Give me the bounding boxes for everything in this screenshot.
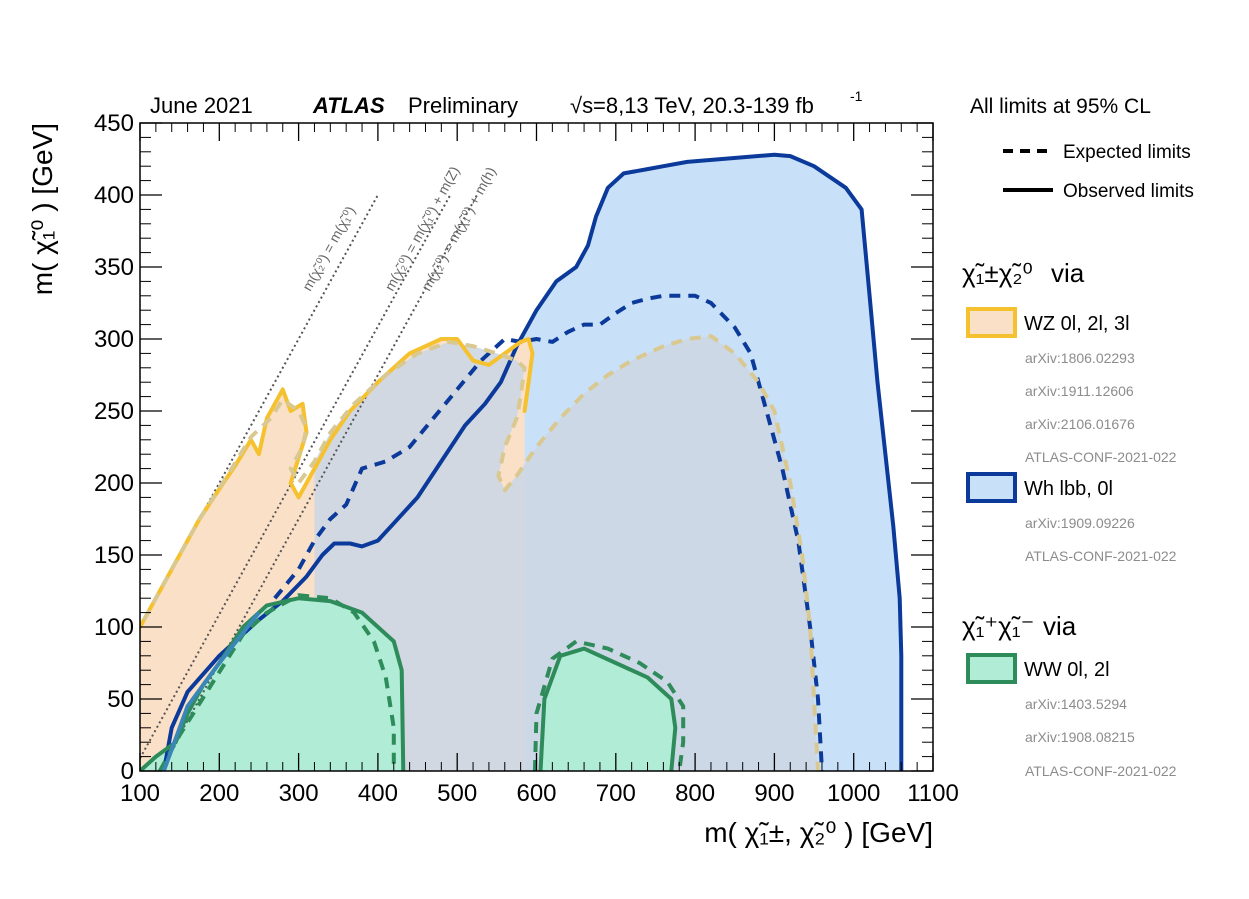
legend-wh-ref: arXiv:1909.09226 bbox=[1025, 515, 1135, 531]
y-tick-label: 250 bbox=[94, 398, 134, 425]
legend-wh-swatch bbox=[966, 472, 1017, 503]
ww-expected-contour bbox=[532, 639, 686, 771]
legend-wz-ref: arXiv:1806.02293 bbox=[1025, 350, 1135, 366]
ww-observed-contour bbox=[538, 646, 678, 771]
y-tick-label: 0 bbox=[121, 758, 134, 785]
x-tick-label: 800 bbox=[675, 780, 715, 807]
legend-observed-label: Observed limits bbox=[1063, 181, 1194, 202]
legend-wz-label: WZ 0l, 2l, 3l bbox=[1024, 313, 1130, 335]
legend-wh-ref: ATLAS-CONF-2021-022 bbox=[1025, 548, 1177, 564]
x-tick-label: 1100 bbox=[907, 780, 959, 807]
overlap-fill bbox=[314, 336, 818, 771]
wh-observed-contour bbox=[161, 152, 904, 771]
header-status: Preliminary bbox=[408, 93, 518, 118]
legend-ww-swatch bbox=[966, 653, 1017, 684]
x-tick-label: 500 bbox=[437, 780, 477, 807]
y-tick-label: 200 bbox=[94, 470, 134, 497]
legend-wz-ref: arXiv:1911.12606 bbox=[1025, 383, 1134, 399]
legend-ww-ref: arXiv:1403.5294 bbox=[1025, 696, 1127, 712]
legend-wz-ref: arXiv:2106.01676 bbox=[1025, 416, 1135, 432]
legend-wh-label: Wh lbb, 0l bbox=[1024, 478, 1113, 500]
legend-group-c1n2-via: via bbox=[1051, 258, 1085, 288]
legend-expected-label: Expected limits bbox=[1063, 142, 1191, 163]
wh-low-edge bbox=[161, 611, 261, 771]
legend-group-c1c1-via: via bbox=[1043, 611, 1077, 641]
y-tick-label: 300 bbox=[94, 326, 134, 353]
exclusion-fills bbox=[140, 154, 902, 771]
y-tick-label: 150 bbox=[94, 542, 134, 569]
ww-expected-contour bbox=[158, 593, 396, 771]
x-tick-label: 600 bbox=[516, 780, 556, 807]
x-tick-label: 1000 bbox=[827, 780, 880, 807]
header-energy-lumi: =8,13 TeV, 20.3-139 fb bbox=[593, 93, 814, 118]
x-tick-label: 700 bbox=[596, 780, 636, 807]
x-tick-label: 100 bbox=[120, 780, 160, 807]
header-lumi-exponent: -1 bbox=[850, 88, 863, 104]
y-tick-label: 100 bbox=[94, 614, 134, 641]
legend: All limits at 95% CL Expected limits Obs… bbox=[962, 95, 1194, 779]
y-tick-label: 450 bbox=[94, 110, 134, 137]
ww-island-fill bbox=[540, 648, 676, 771]
wz-expected-contour bbox=[142, 334, 820, 771]
ww-exclusion-fill bbox=[140, 598, 404, 771]
wh-expected-contour bbox=[273, 293, 824, 771]
legend-ww-label: WW 0l, 2l bbox=[1024, 659, 1110, 681]
header-date: June 2021 bbox=[150, 93, 253, 118]
y-axis-label: m( χ̃₁⁰ ) [GeV] bbox=[27, 123, 58, 295]
diagonal-line bbox=[140, 194, 379, 628]
legend-cl-note: All limits at 95% CL bbox=[970, 95, 1151, 118]
legend-wz-ref: ATLAS-CONF-2021-022 bbox=[1025, 449, 1177, 465]
header-sqrt-s: √s bbox=[570, 93, 593, 118]
y-tick-label: 50 bbox=[107, 686, 134, 713]
y-tick-label: 400 bbox=[94, 182, 134, 209]
header-experiment: ATLAS bbox=[312, 93, 385, 118]
exclusion-contours bbox=[140, 152, 904, 771]
axes: 100 200 300 400 500 600 700 800 900 1000 1100 0 50 10… bbox=[94, 110, 959, 807]
x-tick-label: 400 bbox=[358, 780, 398, 807]
x-tick-label: 900 bbox=[754, 780, 794, 807]
legend-ww-ref: arXiv:1908.08215 bbox=[1025, 729, 1135, 745]
x-axis-label: m( χ̃₁±, χ̃₂⁰ ) [GeV] bbox=[704, 817, 933, 848]
y-tick-label: 350 bbox=[94, 254, 134, 281]
diagonal-label: m(χ̃₂⁰) = m(χ̃₁⁰) bbox=[299, 203, 358, 293]
legend-wz-swatch bbox=[966, 307, 1017, 338]
x-tick-label: 200 bbox=[199, 780, 239, 807]
legend-group-c1c1-process: χ̃₁⁺χ̃₁⁻ bbox=[962, 611, 1034, 641]
x-tick-label: 300 bbox=[279, 780, 319, 807]
legend-group-c1n2-process: χ̃₁±χ̃₂⁰ bbox=[962, 258, 1033, 288]
legend-ww-ref: ATLAS-CONF-2021-022 bbox=[1025, 763, 1177, 779]
